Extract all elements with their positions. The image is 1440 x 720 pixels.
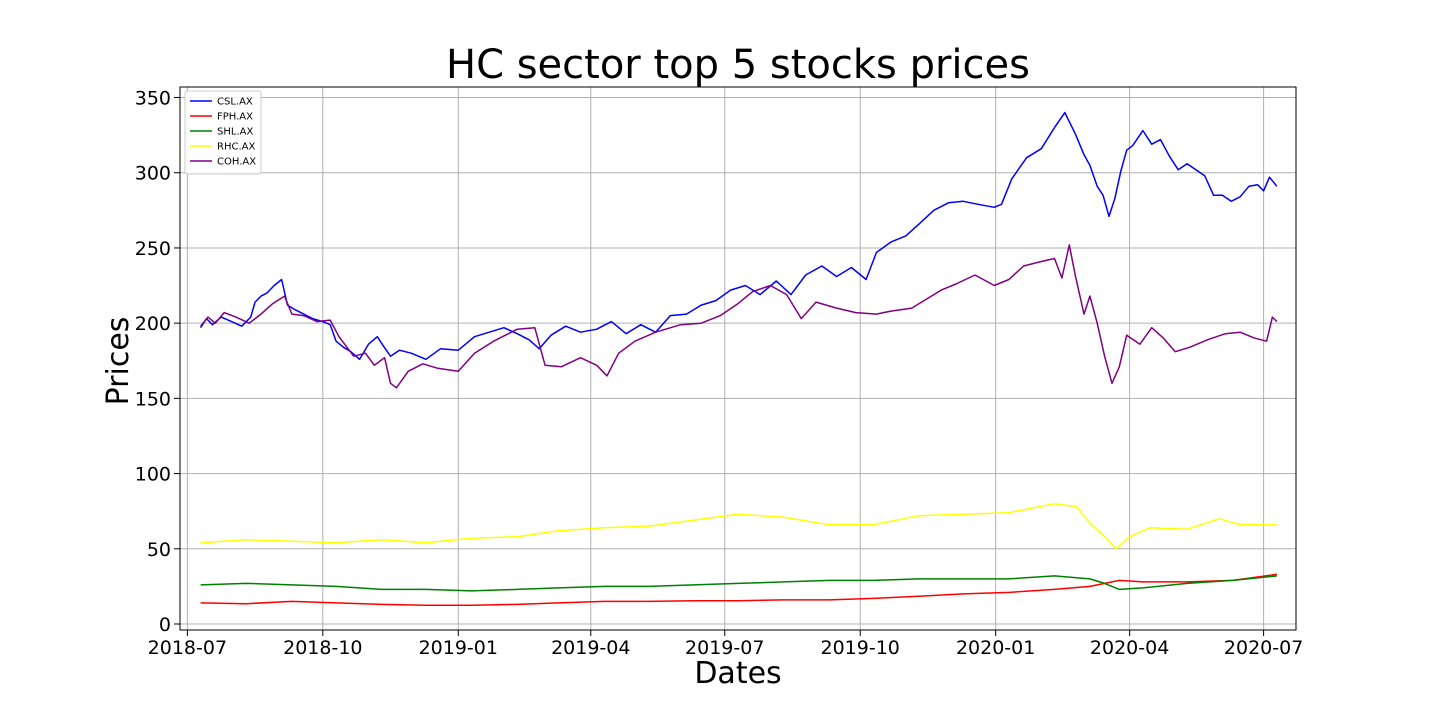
y-tick-label: 50 bbox=[147, 539, 171, 561]
legend-label: FPH.AX bbox=[217, 112, 253, 123]
y-tick-label: 0 bbox=[159, 614, 171, 636]
x-tick-label: 2019-04 bbox=[551, 637, 630, 659]
series-line-coh-ax bbox=[200, 244, 1278, 389]
legend-box bbox=[184, 90, 262, 175]
series-line-shl-ax bbox=[200, 575, 1277, 592]
y-tick-label: 200 bbox=[135, 313, 171, 335]
x-tick-label: 2020-01 bbox=[956, 637, 1035, 659]
chart-title: HC sector top 5 stocks prices bbox=[446, 42, 1030, 88]
grid-layer bbox=[180, 87, 1296, 630]
legend-label: SHL.AX bbox=[217, 127, 253, 138]
x-tick-label: 2019-10 bbox=[821, 637, 900, 659]
y-tick-label: 250 bbox=[135, 238, 171, 260]
series-line-csl-ax bbox=[199, 111, 1278, 361]
x-axis-label: Dates bbox=[694, 656, 781, 691]
y-tick-label: 350 bbox=[135, 88, 171, 110]
legend-label: CSL.AX bbox=[217, 97, 253, 108]
x-tick-label: 2020-04 bbox=[1090, 637, 1169, 659]
y-axis-label: Prices bbox=[101, 317, 136, 406]
tick-layer: 2018-07 2018-10 2019-01 2019-04 2019-07 2019-… bbox=[135, 88, 1304, 659]
plot-area-frame bbox=[179, 86, 1297, 631]
y-tick-label: 300 bbox=[135, 163, 171, 185]
x-tick-label: 2019-07 bbox=[685, 637, 764, 659]
legend-label: RHC.AX bbox=[217, 142, 255, 153]
series-layer bbox=[199, 111, 1278, 606]
x-tick-label: 2019-01 bbox=[419, 637, 498, 659]
legend-label: COH.AX bbox=[217, 157, 256, 168]
x-tick-label: 2020-07 bbox=[1224, 637, 1303, 659]
y-tick-label: 150 bbox=[135, 388, 171, 410]
series-line-fph-ax bbox=[200, 573, 1278, 606]
x-tick-label: 2018-07 bbox=[148, 637, 227, 659]
legend: CSL.AX FPH.AX SHL.AX RHC.AX COH.AX bbox=[184, 90, 262, 175]
y-tick-label: 100 bbox=[135, 464, 171, 486]
x-tick-label: 2018-10 bbox=[283, 637, 362, 659]
series-line-rhc-ax bbox=[200, 502, 1277, 550]
